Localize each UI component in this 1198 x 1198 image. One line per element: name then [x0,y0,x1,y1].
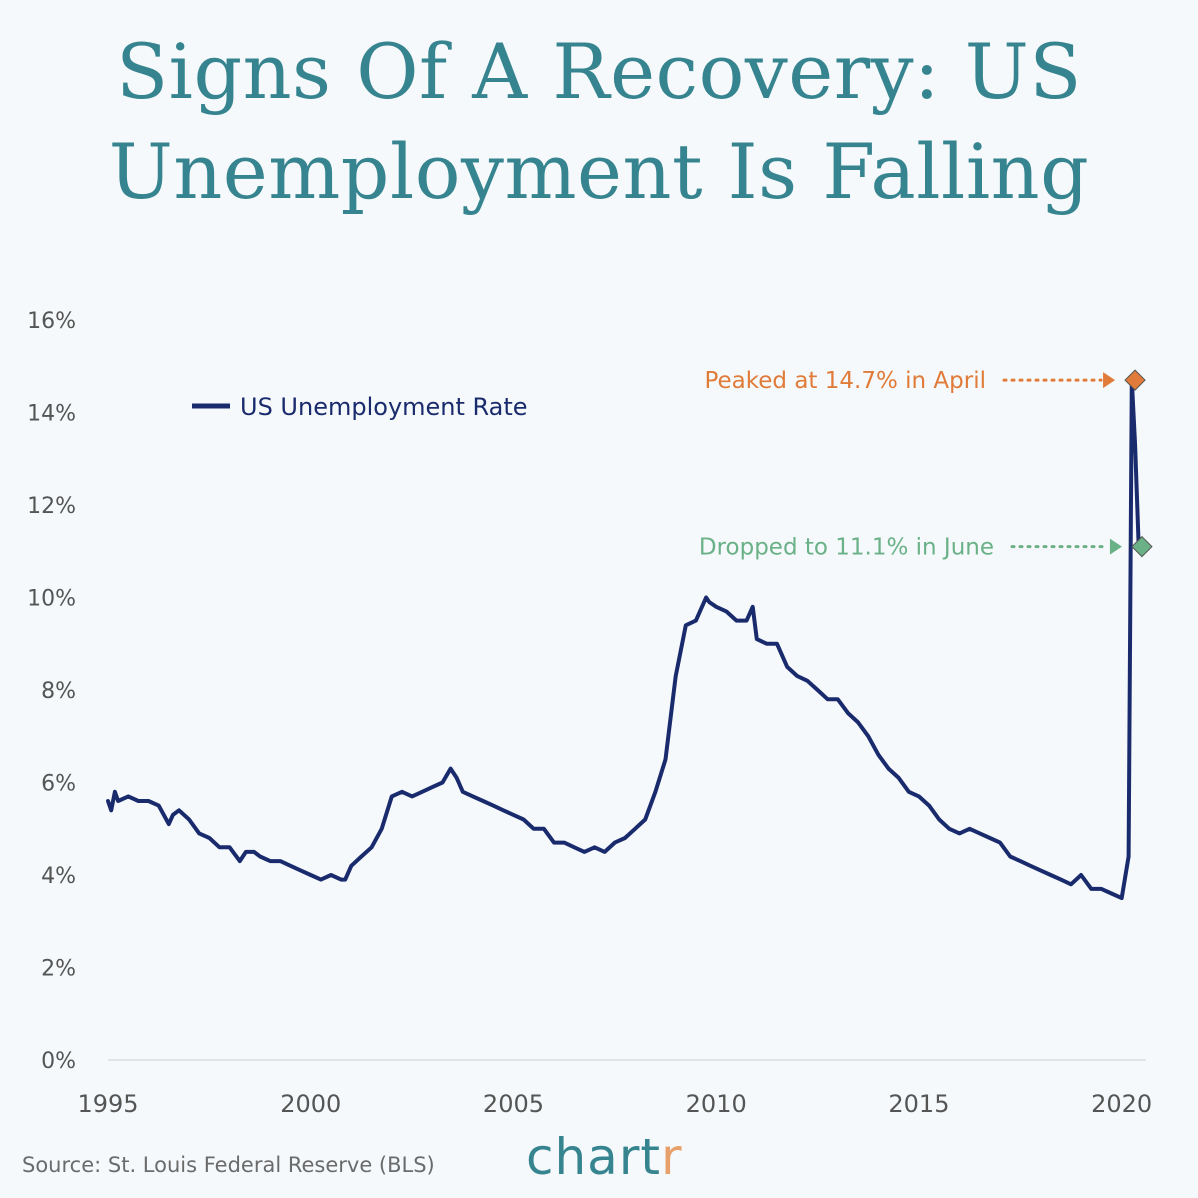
y-tick-label: 16% [27,309,76,334]
x-tick-label: 1995 [77,1090,138,1118]
x-tick-label: 2000 [280,1090,341,1118]
y-tick-label: 6% [41,772,76,797]
brand-main: chart [526,1128,661,1186]
y-tick-label: 10% [27,587,76,612]
page-title: Signs Of A Recovery: US Unemployment Is … [0,22,1198,222]
annotation-arrowhead [1103,372,1116,389]
y-tick-label: 0% [41,1049,76,1074]
y-tick-label: 4% [41,864,76,889]
annotation-marker [1131,535,1153,558]
annotation-arrowhead [1109,538,1122,555]
series-line-unemployment [106,378,1144,901]
y-tick-label: 8% [41,679,76,704]
brand-logo: chartr [526,1128,683,1186]
annotation-label: Peaked at 14.7% in April [704,368,986,394]
title-line-1: Signs Of A Recovery: US [116,27,1082,116]
source-note: Source: St. Louis Federal Reserve (BLS) [22,1153,435,1177]
x-tick-label: 2020 [1091,1090,1152,1118]
legend-label: US Unemployment Rate [240,393,528,421]
y-tick-label: 2% [41,957,76,982]
y-tick-label: 12% [27,494,76,519]
y-tick-label: 14% [27,402,76,427]
x-tick-label: 2010 [686,1090,747,1118]
x-tick-label: 2015 [888,1090,949,1118]
brand-accent: r [660,1128,683,1186]
annotation-marker [1124,369,1146,391]
x-tick-label: 2005 [483,1090,544,1118]
title-line-2: Unemployment Is Falling [108,127,1090,216]
annotation-label: Dropped to 11.1% in June [699,535,994,561]
